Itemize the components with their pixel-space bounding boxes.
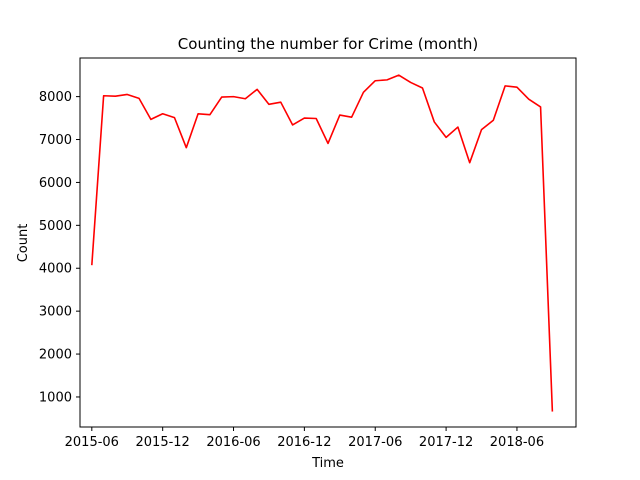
y-axis-label: Count <box>16 224 31 263</box>
y-tick-label: 6000 <box>39 176 72 191</box>
y-tick-label: 3000 <box>39 305 72 320</box>
y-axis: 1000 2000 3000 4000 5000 6000 7000 8000 <box>39 90 80 405</box>
x-axis-label: Time <box>311 456 344 471</box>
y-tick-label: 8000 <box>39 90 72 105</box>
y-tick-label: 5000 <box>39 219 72 234</box>
x-tick-label: 2018-06 <box>490 435 544 450</box>
series-layer <box>91 74 554 412</box>
chart-title: Counting the number for Crime (month) <box>178 35 478 53</box>
x-tick-label: 2017-06 <box>348 435 402 450</box>
x-tick-label: 2015-12 <box>136 435 190 450</box>
y-tick-label: 2000 <box>39 348 72 363</box>
y-tick-label: 1000 <box>39 390 72 405</box>
x-tick-label: 2015-06 <box>65 435 119 450</box>
y-tick-label: 4000 <box>39 262 72 277</box>
y-tick-label: 7000 <box>39 133 72 148</box>
x-tick-label: 2016-06 <box>206 435 260 450</box>
x-axis: 2015-06 2015-12 2016-06 2016-12 2017-06 2017-… <box>65 427 544 450</box>
x-tick-label: 2017-12 <box>419 435 473 450</box>
plot-frame <box>79 57 577 428</box>
x-tick-label: 2016-12 <box>277 435 331 450</box>
series-line <box>91 74 554 412</box>
